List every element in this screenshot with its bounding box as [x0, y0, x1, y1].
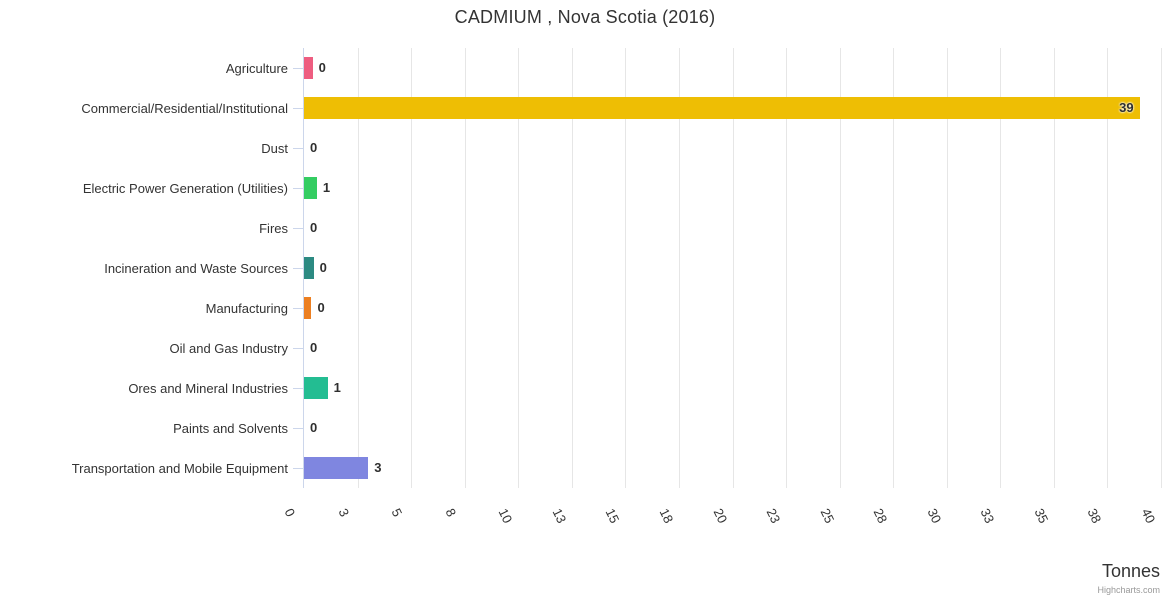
- x-tick-label: 13: [549, 506, 570, 526]
- category-label: Ores and Mineral Industries: [128, 380, 288, 396]
- bar-ores-and-mineral-industries[interactable]: [304, 377, 328, 399]
- category-label: Incineration and Waste Sources: [104, 260, 288, 276]
- category-tick-mark: [293, 348, 303, 349]
- gridline: [678, 48, 680, 488]
- x-tick-label: 33: [977, 506, 998, 526]
- x-tick-label: 8: [442, 506, 459, 520]
- gridline: [946, 48, 948, 488]
- category-tick-mark: [293, 468, 303, 469]
- gridline: [518, 48, 520, 488]
- bar-incineration-and-waste-sources[interactable]: [304, 257, 314, 279]
- gridline: [1000, 48, 1002, 488]
- highcharts-credit-link[interactable]: Highcharts.com: [1097, 585, 1160, 595]
- bar-value-label: 0: [310, 220, 318, 235]
- bar-commercial-residential-institutional[interactable]: [304, 97, 1140, 119]
- category-label: Electric Power Generation (Utilities): [82, 180, 288, 196]
- x-tick-label: 18: [656, 506, 677, 526]
- bar-value-label: 0: [318, 60, 326, 75]
- gridline: [839, 48, 841, 488]
- bar-value-label: 0: [319, 260, 327, 275]
- gridline: [1107, 48, 1109, 488]
- x-tick-label: 10: [495, 506, 516, 526]
- category-tick-mark: [293, 388, 303, 389]
- bar-transportation-and-mobile-equipment[interactable]: [304, 457, 369, 479]
- category-label: Fires: [259, 220, 288, 236]
- gridline: [732, 48, 734, 488]
- category-label: Oil and Gas Industry: [169, 340, 289, 356]
- category-tick-mark: [293, 308, 303, 309]
- x-tick-label: 0: [281, 506, 299, 520]
- category-label: Manufacturing: [205, 300, 288, 316]
- category-label: Paints and Solvents: [173, 420, 288, 436]
- bar-value-label: 3: [374, 460, 382, 475]
- value-axis-labels: 0 3 5 8 10 13 15 18 20 23 25 28 30 33 35 38 40: [0, 500, 1170, 558]
- x-tick-label: 3: [335, 506, 352, 520]
- category-tick-mark: [293, 148, 303, 149]
- x-tick-label: 23: [763, 506, 784, 526]
- category-label: Agriculture: [225, 60, 288, 76]
- gridline: [357, 48, 359, 488]
- gridline: [625, 48, 627, 488]
- x-tick-label: 15: [602, 506, 623, 526]
- x-axis-title: Tonnes: [1101, 561, 1160, 581]
- bar-electric-power-generation-utilities-[interactable]: [304, 177, 317, 199]
- x-tick-label: 40: [1138, 506, 1159, 526]
- category-tick-mark: [293, 228, 303, 229]
- x-tick-label: 28: [870, 506, 891, 526]
- bar-value-label: 1: [322, 180, 331, 195]
- x-tick-label: 35: [1031, 506, 1052, 526]
- category-label: Commercial/Residential/Institutional: [81, 100, 288, 116]
- category-tick-mark: [293, 428, 303, 429]
- x-tick-label: 38: [1084, 506, 1105, 526]
- bar-value-label: 39: [1119, 100, 1134, 115]
- gridline: [893, 48, 895, 488]
- category-tick-mark: [293, 108, 303, 109]
- category-label: Transportation and Mobile Equipment: [71, 460, 288, 476]
- bar-value-label: 1: [333, 380, 341, 395]
- category-label: Dust: [261, 140, 288, 156]
- gridline: [1053, 48, 1055, 488]
- category-tick-mark: [293, 188, 303, 189]
- category-tick-mark: [293, 268, 303, 269]
- bar-agriculture[interactable]: [304, 57, 313, 79]
- gridline: [786, 48, 788, 488]
- gridline: [571, 48, 573, 488]
- bar-value-label: 0: [317, 300, 325, 315]
- bar-value-label: 0: [310, 340, 318, 355]
- chart-title: CADMIUM , Nova Scotia (2016): [454, 7, 716, 27]
- x-tick-label: 30: [924, 506, 945, 526]
- bar-manufacturing[interactable]: [304, 297, 312, 319]
- bar-value-label: 0: [310, 140, 318, 155]
- x-tick-label: 25: [817, 506, 837, 526]
- gridline: [1161, 48, 1162, 488]
- category-axis: Agriculture Commercial/Residential/Instit…: [0, 48, 303, 488]
- bar-value-label: 0: [310, 420, 318, 435]
- gridline: [411, 48, 413, 488]
- gridline: [464, 48, 466, 488]
- x-tick-label: 20: [710, 506, 730, 526]
- x-tick-label: 5: [388, 506, 406, 520]
- category-tick-mark: [293, 68, 303, 69]
- plot-area: 0 39 0 1 0 0 0 0 1 0 3: [303, 48, 1162, 488]
